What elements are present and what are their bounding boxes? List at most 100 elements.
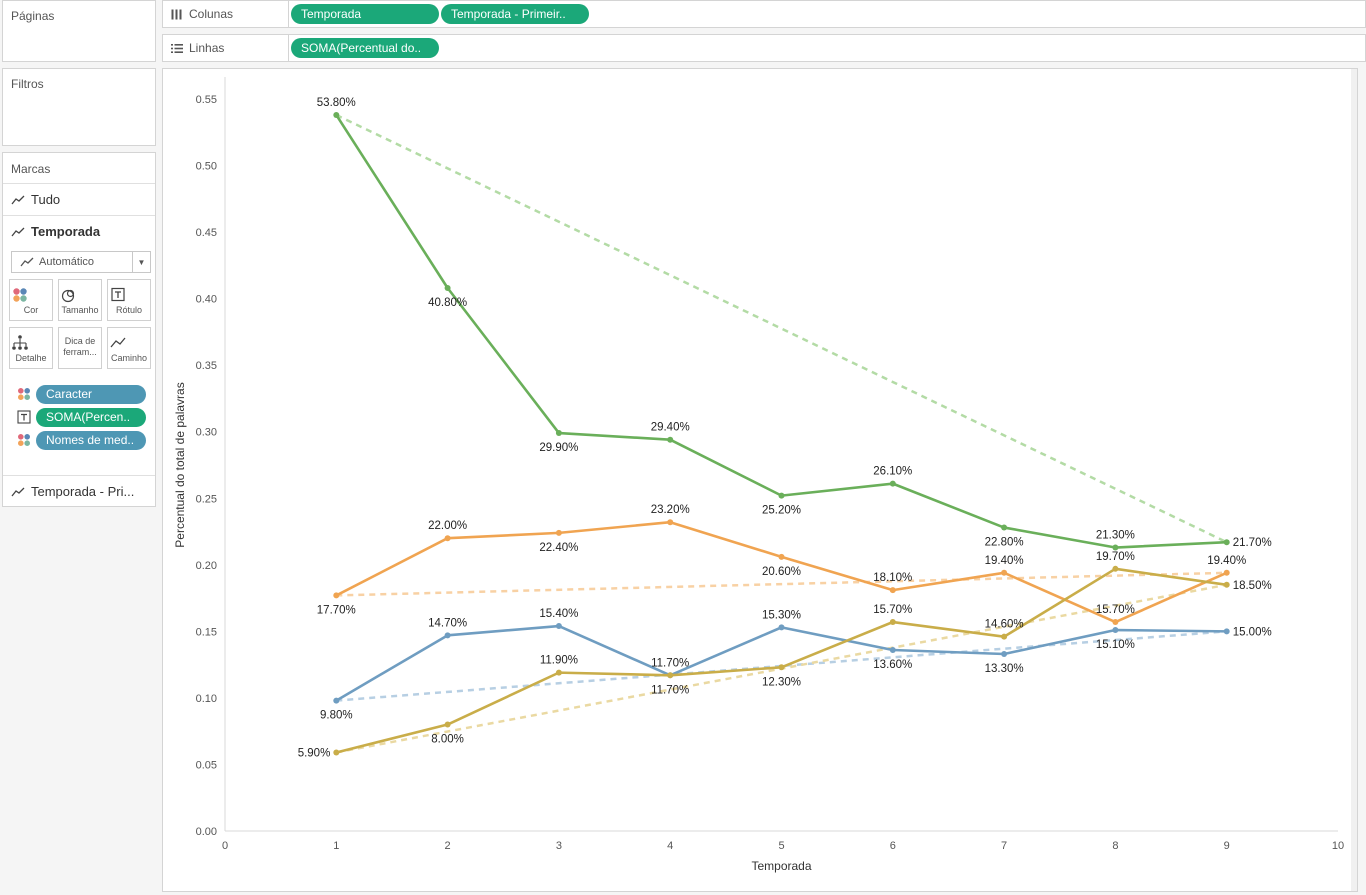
data-label: 15.70% (873, 604, 912, 616)
x-tick-label: 1 (333, 840, 339, 852)
y-tick-label: 0.10 (196, 693, 217, 705)
mark-type-select[interactable]: Automático ▼ (11, 251, 151, 273)
marks-tab-temporada-label: Temporada (31, 224, 101, 239)
detail-hierarchy-icon (12, 335, 28, 350)
trend-line-dashed (336, 571, 1227, 597)
temporada-primeira-column-pill[interactable]: Temporada - Primeir.. (441, 4, 589, 24)
data-point (555, 529, 562, 536)
color-button[interactable]: Cor (9, 279, 53, 321)
size-icon (61, 289, 75, 303)
data-label: 21.30% (1096, 530, 1135, 542)
color-button-label: Cor (23, 305, 39, 315)
line-chart[interactable]: 0.00 0.05 0.10 0.15 0.20 0.25 0.30 0.35 0.40 0.45… (163, 69, 1351, 891)
x-tick-label: 9 (1224, 840, 1230, 852)
data-point (778, 664, 785, 671)
y-tick-label: 0.45 (196, 227, 217, 239)
x-tick-label: 0 (222, 840, 228, 852)
trend-line-dashed (335, 113, 1228, 544)
x-tick-label: 6 (890, 840, 896, 852)
y-tick-label: 0.15 (196, 626, 217, 638)
label-button-label: Rótulo (115, 305, 142, 315)
color-dots-icon (13, 288, 27, 302)
marks-pill-row: SOMA(Percen.. (17, 407, 146, 427)
data-label: 11.70% (651, 684, 689, 696)
data-label: 5.90% (298, 747, 331, 759)
detail-button[interactable]: Detalhe (9, 327, 53, 369)
columns-label-text: Colunas (189, 7, 234, 21)
data-label: 23.20% (651, 504, 690, 516)
trend-line-dashed (336, 630, 1227, 702)
y-axis-title: Percentual do total de palavras (173, 382, 187, 547)
y-tick-label: 0.25 (196, 493, 217, 505)
pages-card[interactable]: Páginas (2, 0, 156, 62)
x-tick-label: 2 (445, 840, 451, 852)
data-point (889, 480, 896, 487)
line-mark-icon (11, 195, 25, 204)
data-label: 22.40% (539, 542, 578, 554)
data-label: 40.80% (428, 297, 467, 309)
label-button[interactable]: Rótulo (107, 279, 151, 321)
tooltip-button-label: Dica de ferram... (63, 336, 97, 357)
y-tick-label: 0.40 (196, 294, 217, 306)
rows-icon (171, 43, 183, 53)
measure-names-pill[interactable]: Nomes de med.. (36, 430, 146, 450)
data-label: 11.70% (651, 657, 689, 669)
data-label: 29.40% (651, 422, 690, 434)
data-label: 13.60% (873, 659, 912, 671)
path-button[interactable]: Caminho (107, 327, 151, 369)
soma-percentual-row-pill[interactable]: SOMA(Percentual do.. (291, 38, 439, 58)
data-point (889, 619, 896, 626)
data-label: 15.10% (1096, 639, 1135, 651)
data-label: 14.60% (985, 619, 1024, 631)
columns-shelf[interactable]: Colunas Temporada Temporada - Primeir.. (162, 0, 1366, 28)
data-point (1112, 619, 1119, 626)
data-point (1112, 565, 1119, 572)
data-point (333, 111, 340, 118)
data-point (1001, 633, 1008, 640)
visualization-pane[interactable]: 0.00 0.05 0.10 0.15 0.20 0.25 0.30 0.35 0.40 0.45… (162, 68, 1358, 892)
text-label-icon (17, 410, 31, 424)
line-mark-icon (20, 257, 34, 267)
marks-tab-temporada-primeira[interactable]: Temporada - Pri... (3, 475, 155, 507)
data-label: 15.30% (762, 609, 801, 621)
x-tick-label: 3 (556, 840, 562, 852)
soma-percent-pill[interactable]: SOMA(Percen.. (36, 407, 146, 427)
data-label: 8.00% (431, 734, 464, 746)
data-point (444, 535, 451, 542)
vertical-scrollbar[interactable] (1351, 69, 1357, 891)
data-label: 53.80% (317, 97, 356, 109)
data-point (1112, 627, 1119, 634)
data-label: 12.30% (762, 676, 801, 688)
data-label: 19.40% (985, 555, 1024, 567)
data-point (889, 587, 896, 594)
filters-card[interactable]: Filtros (2, 68, 156, 146)
tooltip-button[interactable]: Dica de ferram... (58, 327, 102, 369)
data-point (333, 749, 340, 756)
rows-label-text: Linhas (189, 41, 225, 55)
data-label: 19.70% (1096, 551, 1135, 563)
data-point (1223, 581, 1230, 588)
temporada-column-pill[interactable]: Temporada (291, 4, 439, 24)
color-dots-icon (18, 388, 30, 400)
data-label: 25.20% (762, 505, 801, 517)
marks-title: Marcas (11, 162, 51, 176)
data-point (667, 519, 674, 526)
data-label: 26.10% (873, 466, 912, 478)
data-point (444, 721, 451, 728)
caracter-pill[interactable]: Caracter (36, 384, 146, 404)
marks-pill-row: Nomes de med.. (17, 430, 146, 450)
marks-tab-temporada[interactable]: Temporada (3, 215, 155, 247)
rows-shelf[interactable]: Linhas SOMA(Percentual do.. (162, 34, 1366, 62)
data-point (333, 697, 340, 704)
data-point (889, 646, 896, 653)
y-tick-label: 0.50 (196, 161, 217, 173)
marks-tab-all[interactable]: Tudo (3, 183, 155, 215)
marks-tab-all-label: Tudo (31, 192, 61, 207)
x-tick-label: 10 (1332, 840, 1344, 852)
chevron-down-icon[interactable]: ▼ (132, 252, 150, 272)
size-button[interactable]: Tamanho (58, 279, 102, 321)
data-point (667, 672, 674, 679)
marks-pill-row: Caracter (17, 384, 146, 404)
data-point (1223, 539, 1230, 546)
data-label: 20.60% (762, 566, 801, 578)
